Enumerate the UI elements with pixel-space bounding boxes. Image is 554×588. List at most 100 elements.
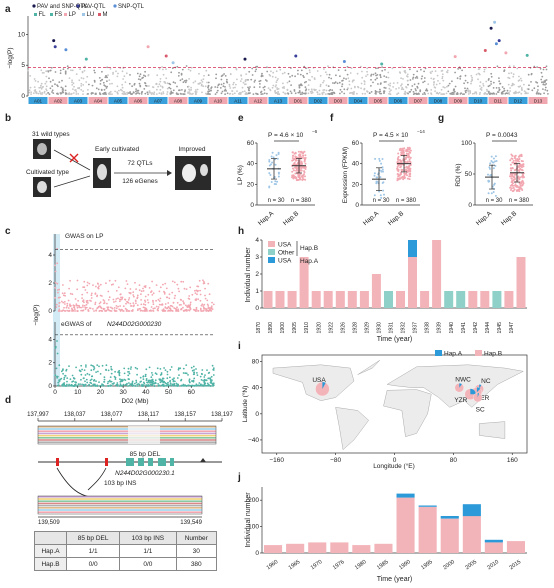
a-chrom-points	[368, 66, 388, 95]
a-point	[214, 93, 217, 95]
table-header: Number	[175, 531, 217, 545]
c-point	[212, 369, 215, 371]
f-point-b	[405, 161, 408, 164]
c-egwas-gene: N244D02G000230	[107, 321, 162, 328]
c-point	[200, 372, 203, 375]
a-point	[361, 70, 363, 73]
a-point	[366, 73, 369, 76]
a-point	[80, 88, 83, 91]
table-cell: 380	[175, 557, 217, 571]
a-point	[116, 85, 119, 88]
c-x-tick-label: 50	[165, 389, 173, 396]
c-point	[203, 380, 206, 382]
a-point	[220, 66, 223, 69]
f-point-a	[375, 182, 378, 185]
c-point	[151, 294, 154, 296]
a-point	[138, 92, 141, 95]
c-point	[67, 385, 70, 387]
a-point	[165, 77, 168, 80]
c-point	[116, 382, 119, 384]
c-x-axis-label: D02 (Mb)	[121, 398, 148, 405]
g-point-b	[510, 189, 512, 191]
a-point	[482, 84, 485, 87]
f-n-b: n = 380	[396, 198, 417, 204]
a-point	[459, 75, 462, 78]
a-point	[313, 89, 316, 91]
a-point	[101, 70, 103, 73]
a-point	[520, 79, 523, 82]
a-point	[44, 82, 47, 85]
a-legend-label: SNP-QTL	[118, 4, 145, 10]
a-point	[519, 85, 522, 87]
c-point	[172, 384, 175, 386]
c-point	[173, 377, 175, 380]
a-point	[241, 90, 244, 93]
a-chrom-label: D08	[434, 99, 443, 104]
c-point	[80, 309, 82, 312]
f-point-b	[406, 174, 408, 177]
c-highlight-band	[53, 234, 60, 386]
a-point	[432, 84, 435, 86]
a-point	[407, 92, 409, 95]
a-point	[290, 67, 292, 69]
a-point	[542, 68, 545, 71]
c-point	[199, 289, 202, 292]
a-point	[123, 93, 125, 96]
a-point	[363, 80, 366, 82]
a-qtl-point	[294, 54, 298, 58]
a-point	[496, 65, 499, 68]
a-chrom-label: A01	[34, 99, 43, 104]
c-point	[148, 287, 151, 289]
f-point-a	[380, 162, 383, 165]
c-point	[84, 380, 86, 383]
a-point	[117, 93, 119, 95]
c-point	[66, 380, 68, 383]
c-point	[211, 301, 214, 304]
a-point	[187, 92, 190, 94]
c-point	[204, 294, 206, 297]
a-point	[513, 65, 515, 67]
a-point	[402, 78, 404, 80]
e-point-a	[276, 180, 279, 183]
a-chrom-label: D10	[474, 99, 483, 104]
a-point	[144, 84, 147, 87]
e-point-a	[270, 155, 273, 158]
c-point	[206, 382, 209, 385]
a-point	[451, 91, 454, 94]
a-point	[259, 83, 261, 85]
e-point-b	[302, 157, 304, 159]
a-chrom-box	[208, 97, 228, 104]
a-point	[533, 65, 536, 68]
c-point	[84, 289, 87, 291]
f-point-b	[396, 165, 399, 168]
g-point-b	[522, 174, 525, 177]
a-point	[121, 86, 124, 89]
a-point	[61, 87, 64, 90]
c-point	[90, 294, 93, 297]
c-point	[182, 280, 185, 283]
a-point	[39, 86, 42, 89]
f-point-b	[399, 165, 402, 168]
a-point	[380, 82, 382, 85]
a-point	[166, 82, 169, 85]
c-point	[54, 264, 56, 267]
c-point	[191, 293, 194, 296]
a-point	[122, 78, 124, 80]
a-point	[40, 87, 43, 90]
c-point	[85, 378, 88, 381]
c-point	[128, 371, 130, 373]
a-point	[33, 89, 36, 92]
c-point	[108, 279, 111, 282]
a-chrom-points	[67, 65, 89, 96]
a-point	[54, 83, 56, 86]
a-point	[339, 75, 341, 78]
a-point	[263, 92, 266, 95]
a-point	[479, 85, 481, 87]
c-point	[177, 308, 180, 311]
c-point	[202, 305, 205, 307]
a-point	[216, 89, 219, 92]
a-point	[338, 81, 341, 84]
c-point	[119, 380, 122, 383]
a-point	[95, 87, 98, 90]
f-point-a	[382, 189, 385, 192]
